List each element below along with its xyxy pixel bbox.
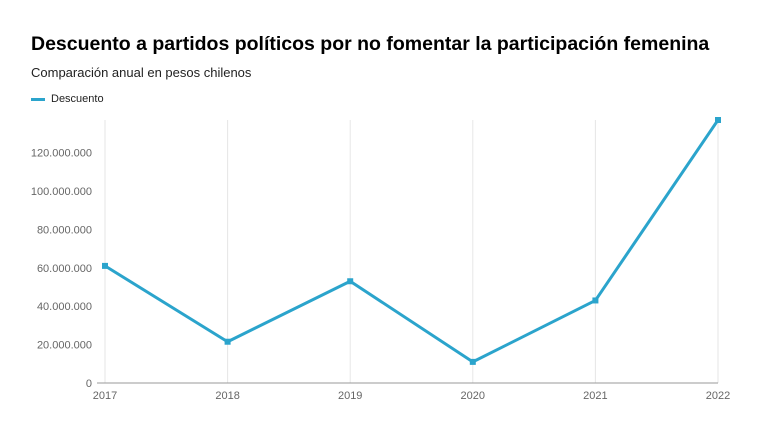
y-tick-label: 120.000.000 [31,148,92,160]
chart-subtitle: Comparación anual en pesos chilenos [31,65,252,80]
data-point-2019 [347,278,354,285]
y-tick-label: 100.000.000 [31,186,92,198]
legend: Descuento [31,93,104,105]
data-point-2017 [102,262,108,269]
chart-title: Descuento a partidos políticos por no fo… [31,33,710,55]
x-tick-label: 2018 [215,390,239,402]
y-tick-label: 80.000.000 [37,224,92,236]
data-point-2018 [224,338,231,345]
data-point-2020 [469,358,476,365]
legend-swatch [31,97,45,101]
x-tick-label: 2017 [93,390,117,402]
y-tick-label: 20.000.000 [37,340,92,352]
y-tick-label: 0 [86,378,92,390]
x-tick-label: 2021 [583,390,607,402]
legend-label: Descuento [51,93,104,105]
series-line [103,118,720,364]
x-tick-label: 2019 [338,390,362,402]
y-tick-label: 60.000.000 [37,263,92,275]
y-tick-label: 40.000.000 [37,301,92,313]
x-tick-label: 2022 [706,390,730,402]
data-point-2021 [592,297,599,304]
data-point-2022 [715,117,721,123]
x-tick-label: 2020 [461,390,485,402]
